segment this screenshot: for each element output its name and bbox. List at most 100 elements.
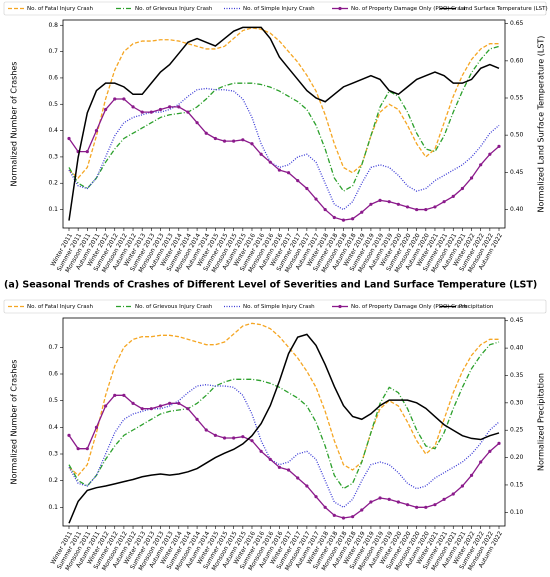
y-tick-label: 0.8: [48, 22, 58, 29]
y-tick-label: 0.6: [48, 371, 58, 378]
series-marker: [415, 505, 419, 509]
y-tick-label: 0.3: [48, 153, 58, 160]
series-marker: [113, 97, 117, 101]
series-marker: [415, 207, 419, 212]
series-marker: [149, 110, 153, 114]
series-marker: [460, 186, 465, 191]
y-tick-label: 0.4: [48, 127, 58, 134]
series-marker: [305, 186, 309, 191]
y-tick-label: 0.1: [48, 504, 58, 511]
y2-tick-label: 0.65: [510, 20, 524, 27]
y2-tick-label: 0.25: [510, 427, 524, 434]
series-marker: [314, 495, 318, 499]
series-marker: [204, 131, 208, 135]
series-marker: [396, 202, 400, 206]
series-line: [68, 341, 500, 490]
series-marker: [67, 136, 71, 141]
series-marker: [405, 205, 410, 209]
series-marker: [76, 447, 80, 451]
series-marker: [168, 105, 172, 109]
series-marker: [451, 492, 455, 496]
series-marker: [277, 168, 282, 172]
y2-tick-label: 0.10: [510, 509, 524, 516]
series-marker: [186, 407, 190, 411]
series-marker: [168, 401, 172, 405]
series-marker: [469, 176, 474, 180]
series-line: [68, 26, 500, 221]
series-marker: [369, 202, 373, 206]
series-marker: [488, 449, 492, 453]
y-axis-label: Normalized Number of Crashes: [10, 360, 19, 485]
series-marker: [497, 441, 501, 445]
y2-axis-label: Normalized Precipitation: [537, 373, 546, 471]
y2-tick-label: 0.40: [510, 206, 524, 213]
series-marker: [286, 171, 291, 175]
legend-label: Land Surface Temperature (LST): [459, 6, 548, 12]
series-marker: [360, 508, 364, 512]
series-marker: [250, 142, 254, 146]
y-tick-label: 0.3: [48, 451, 58, 458]
series-marker: [442, 497, 446, 501]
series-marker: [286, 468, 291, 472]
y-axis-label: Normalized Number of Crashes: [10, 62, 19, 187]
y2-tick-label: 0.45: [510, 169, 524, 176]
series-marker: [158, 404, 163, 408]
y2-tick-label: 0.15: [510, 481, 524, 488]
plot-frame: [62, 19, 506, 229]
legend-box: [3, 1, 547, 16]
series-marker: [232, 436, 236, 440]
series-marker: [479, 460, 483, 464]
series-marker: [186, 110, 190, 114]
series-marker: [204, 428, 208, 432]
y2-tick-label: 0.35: [510, 372, 524, 379]
legend-box: [3, 299, 547, 314]
series-marker: [479, 163, 483, 167]
series-marker: [341, 218, 346, 222]
y-tick-label: 0.4: [48, 424, 58, 431]
series-marker: [387, 497, 391, 501]
y-tick-label: 0.7: [48, 344, 58, 351]
series-marker: [122, 97, 126, 101]
legend-label: Precipitation: [459, 304, 494, 310]
series-marker: [305, 484, 309, 488]
series-marker: [424, 207, 428, 212]
series-marker: [103, 404, 108, 408]
series-marker: [241, 435, 245, 439]
series-marker: [460, 484, 465, 488]
series-marker: [433, 205, 437, 209]
series-marker: [177, 401, 181, 405]
series-marker: [396, 500, 400, 504]
series-marker: [259, 152, 263, 156]
series-marker: [442, 200, 446, 204]
series-marker: [213, 136, 217, 141]
series-marker: [268, 160, 272, 164]
y-tick-label: 0.7: [48, 48, 58, 55]
series-marker: [424, 505, 428, 509]
series-marker: [158, 107, 163, 112]
legend-label: No. of Property Damage Only (PDO) Crash: [351, 6, 468, 12]
series-marker: [250, 439, 254, 443]
series-line: [68, 45, 500, 193]
series-marker: [378, 198, 382, 202]
y-tick-label: 0.5: [48, 101, 58, 108]
series-marker: [451, 194, 455, 199]
legend-label: No. of Fatal Injury Crash: [27, 6, 93, 12]
series-marker: [351, 515, 355, 519]
series-marker: [140, 407, 144, 411]
series-line: [68, 27, 499, 179]
series-marker: [94, 128, 99, 133]
legend-label: No. of Property Damage Only (PDO) Crash: [351, 304, 468, 310]
y-tick-label: 0.2: [48, 180, 58, 187]
chart-title: (a) Seasonal Trends of Crashes of Differ…: [4, 280, 537, 291]
y2-tick-label: 0.40: [510, 345, 524, 352]
y-tick-label: 0.6: [48, 74, 58, 81]
y2-tick-label: 0.30: [510, 399, 524, 406]
y2-tick-label: 0.50: [510, 132, 524, 139]
plot-frame: [62, 317, 506, 527]
series-marker: [177, 105, 181, 109]
legend-marker: [338, 6, 342, 11]
y-tick-label: 0.2: [48, 477, 58, 484]
series-marker: [268, 457, 272, 461]
series-marker: [67, 433, 71, 437]
